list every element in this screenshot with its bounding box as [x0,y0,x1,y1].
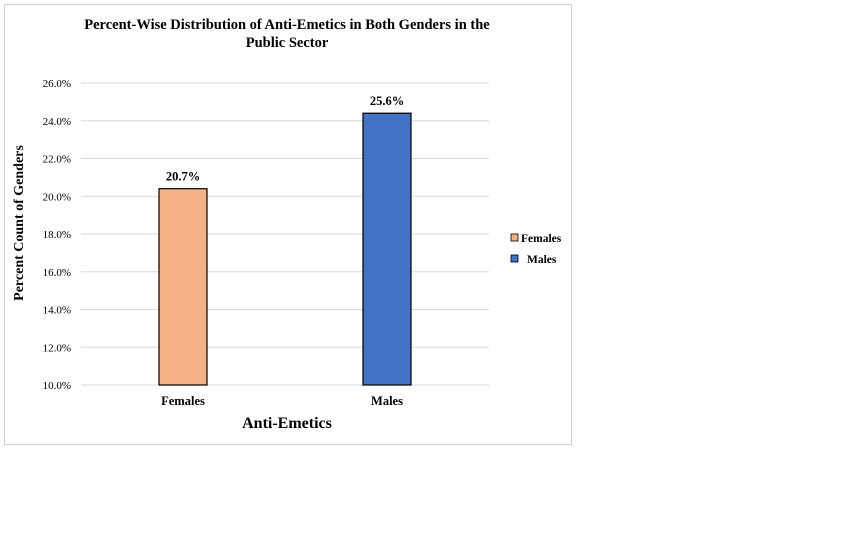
data-label-males: 25.6% [370,94,404,108]
y-tick-label: 20.0% [43,191,71,203]
y-tick-label: 16.0% [43,267,71,279]
bar-chart: Percent-Wise Distribution of Anti-Emetic… [12,17,562,432]
y-tick-label: 18.0% [43,229,71,241]
x-tick-label-females: Females [161,394,205,408]
chart-frame: Percent-Wise Distribution of Anti-Emetic… [4,4,572,445]
y-tick-label: 26.0% [43,78,71,90]
data-label-females: 20.7% [166,170,200,184]
legend-swatch-females [510,233,519,242]
bar-females [158,188,208,386]
gridlines [81,82,489,386]
x-axis-ticks: Females Males [161,394,403,408]
y-tick-label: 22.0% [43,154,71,166]
y-axis-title: Percent Count of Genders [12,145,27,301]
legend-swatch-males [510,254,519,263]
y-tick-label: 14.0% [43,305,71,317]
y-tick-label: 24.0% [43,116,71,128]
legend: Females Males [510,233,562,266]
y-tick-label: 10.0% [43,380,71,392]
bar-males [362,112,412,386]
x-tick-label-males: Males [371,394,403,408]
data-labels: 20.7% 25.6% [166,94,404,184]
chart-title-line2: Public Sector [246,35,329,51]
legend-label-males: Males [527,254,557,266]
legend-label-females: Females [521,233,562,245]
y-axis-ticks: 10.0% 12.0% 14.0% 16.0% 18.0% 20.0% 22.0% 24.0%… [43,78,71,392]
y-tick-label: 12.0% [43,342,71,354]
bars [158,112,412,386]
chart-title-line1: Percent-Wise Distribution of Anti-Emetic… [84,17,490,33]
x-axis-title: Anti-Emetics [242,415,332,432]
